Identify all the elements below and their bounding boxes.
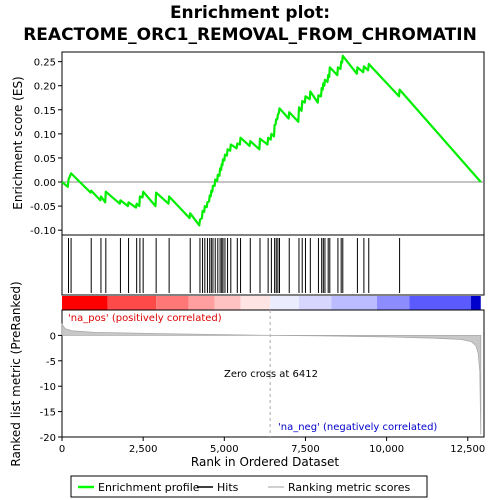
es-y-tick-label: 0.10 (34, 130, 56, 141)
colorbar-segment (107, 296, 157, 310)
zero-cross-label: Zero cross at 6412 (224, 369, 318, 380)
colorbar-segment (471, 296, 481, 310)
es-y-tick-label: 0.15 (34, 106, 56, 117)
hits-group (67, 238, 401, 293)
metric-y-tick-label: -15 (40, 408, 56, 419)
x-axis-ticks: 0 2,500 5,000 7,500 10,000 12,500 (59, 437, 485, 455)
metric-y-tick-label: -20 (40, 433, 56, 444)
ranking-metric-area (61, 322, 482, 435)
metric-panel (61, 309, 485, 438)
metric-y-tick-label: -5 (46, 357, 56, 368)
x-tick-label: 0 (59, 444, 65, 455)
colorbar-segment (331, 296, 377, 310)
legend-label: Ranking metric scores (288, 481, 410, 494)
colorbar-segment (298, 296, 332, 310)
metric-y-tick-label: -10 (40, 382, 56, 393)
metric-y-axis-ticks: 0 -5 -10 -15 -20 (40, 331, 62, 444)
colorbar-segment (62, 296, 108, 310)
enrichment-profile-line (61, 54, 482, 227)
colorbar-group (62, 296, 481, 310)
legend-box (70, 475, 428, 498)
x-tick-label: 12,500 (450, 444, 485, 455)
colorbar-segment (188, 296, 215, 310)
es-y-tick-label: 0.05 (34, 154, 56, 165)
colorbar-segment (376, 296, 410, 310)
metric-area-group (61, 322, 482, 435)
colorbar-segment (270, 296, 299, 310)
es-y-axis-ticks: -0.10 -0.05 0.00 0.05 0.10 0.15 0.20 0.25 (30, 58, 62, 237)
x-axis-label: Rank in Ordered Dataset (191, 455, 339, 469)
legend-items: Enrichment profile Hits Ranking metric sco… (78, 481, 410, 494)
es-y-tick-label: 0.25 (34, 58, 56, 69)
x-tick-label: 5,000 (210, 444, 239, 455)
metric-y-axis-label: Ranked list metric (PreRanked) (9, 281, 23, 466)
chart-title-line2: REACTOME_ORC1_REMOVAL_FROM_CHROMATIN (23, 25, 477, 45)
es-panel (61, 51, 485, 236)
neg-correlated-label: 'na_neg' (negatively correlated) (278, 422, 437, 433)
pos-correlated-label: 'na_pos' (positively correlated) (68, 313, 222, 324)
x-tick-label: 2,500 (129, 444, 158, 455)
es-y-tick-label: 0.00 (34, 178, 56, 189)
es-y-axis-label: Enrichment score (ES) (11, 76, 25, 209)
chart-title-line1: Enrichment plot: (170, 3, 330, 23)
legend-label: Enrichment profile (98, 481, 200, 494)
es-y-tick-label: 0.20 (34, 82, 56, 93)
colorbar-segment (409, 296, 472, 310)
legend-label: Hits (217, 481, 239, 494)
es-y-tick-label: -0.05 (30, 202, 56, 213)
enrichment-profile-group (61, 54, 482, 227)
colorbar-segment (240, 296, 271, 310)
hits-panel (61, 234, 485, 296)
x-tick-label: 10,000 (369, 444, 404, 455)
x-tick-label: 7,500 (291, 444, 320, 455)
colorbar-segment (156, 296, 189, 310)
es-y-tick-label: -0.10 (30, 226, 56, 237)
colorbar-segment (214, 296, 241, 310)
metric-y-tick-label: 0 (50, 331, 56, 342)
